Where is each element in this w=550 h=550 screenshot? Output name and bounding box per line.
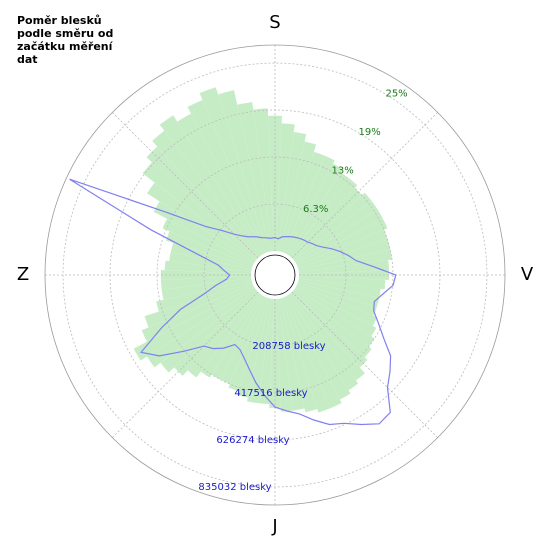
direction-bar (146, 182, 256, 263)
direction-bar (166, 231, 253, 268)
outer-ring (44, 44, 506, 506)
direction-bar (220, 296, 266, 384)
direction-bar (269, 298, 281, 409)
direction-bar (284, 296, 342, 409)
count-line (69, 178, 397, 426)
grid-ring (62, 62, 488, 488)
r2-tick-label: 208758 blesky (252, 341, 325, 352)
direction-bar (282, 151, 325, 253)
direction-bar (133, 286, 255, 361)
direction-bar (298, 276, 386, 290)
direction-bar (258, 298, 274, 405)
direction-bar (200, 294, 263, 378)
r-tick-label: 6.3% (303, 204, 328, 215)
direction-bar (237, 297, 270, 398)
direction-bar (142, 162, 258, 261)
direction-bar (237, 102, 272, 252)
direction-bar (187, 100, 266, 254)
direction-bar (169, 251, 252, 272)
direction-bar (297, 282, 377, 316)
direction-bar (144, 282, 253, 328)
direction-bar (297, 239, 391, 270)
direction-bar (286, 295, 351, 400)
r-tick-label: 13% (332, 165, 354, 176)
direction-bar (295, 209, 383, 264)
direction-bar (298, 260, 390, 274)
direction-bar (177, 113, 264, 255)
direction-bar (152, 130, 261, 258)
direction-bar (282, 297, 331, 413)
direction-bar (159, 115, 263, 256)
direction-label: J (271, 516, 277, 537)
direction-bar (298, 278, 381, 299)
direction-bar (160, 276, 252, 290)
direction-bar (287, 172, 350, 256)
r-tick-label: 25% (385, 88, 407, 99)
direction-bar (296, 218, 388, 266)
r-tick-label: 19% (359, 127, 381, 138)
direction-bar (280, 297, 318, 413)
grid-ring (156, 156, 394, 394)
direction-bar (295, 286, 377, 337)
direction-bar (211, 295, 264, 380)
direction-bar (161, 278, 252, 300)
direction-bar (298, 249, 392, 272)
direction-bar (286, 163, 343, 255)
direction-bar (146, 146, 259, 259)
direction-bar (284, 155, 335, 254)
r2-tick-label: 835032 blesky (198, 482, 271, 493)
r2-tick-label: 626274 blesky (216, 435, 289, 446)
direction-bar (228, 297, 268, 392)
direction-bar (297, 280, 380, 308)
direction-bar (162, 218, 254, 266)
direction-bar (289, 292, 365, 381)
direction-bar (253, 108, 274, 252)
chart-title: Poměr blesků podle směru od začátku měře… (17, 14, 114, 66)
direction-bar (199, 87, 268, 253)
grid-ring (203, 203, 347, 347)
direction-bar (276, 298, 293, 412)
direction-bar (218, 90, 270, 253)
direction-bar (141, 284, 254, 342)
direction-bar (276, 123, 295, 252)
direction-bar (294, 287, 375, 347)
direction-bar (296, 284, 378, 327)
direction-bar (278, 298, 305, 411)
direction-label: V (521, 264, 534, 285)
direction-bar (287, 294, 359, 391)
r2-tick-label: 417516 blesky (234, 388, 307, 399)
direction-bar (278, 131, 307, 252)
direction-bar (156, 280, 253, 312)
direction-bar (187, 292, 261, 378)
direction-label: Z (17, 264, 29, 285)
direction-bar (146, 287, 256, 368)
grid-ring (109, 109, 441, 441)
direction-label: S (269, 12, 280, 33)
direction-bar (160, 289, 258, 373)
direction-bar (297, 229, 388, 268)
direction-bar (170, 242, 253, 270)
direction-bar (292, 289, 372, 358)
center-hole (254, 254, 296, 296)
direction-bar (268, 115, 282, 252)
direction-bar (289, 178, 358, 258)
direction-bar (294, 200, 378, 263)
direction-bar (164, 260, 252, 274)
direction-bar (280, 141, 317, 253)
